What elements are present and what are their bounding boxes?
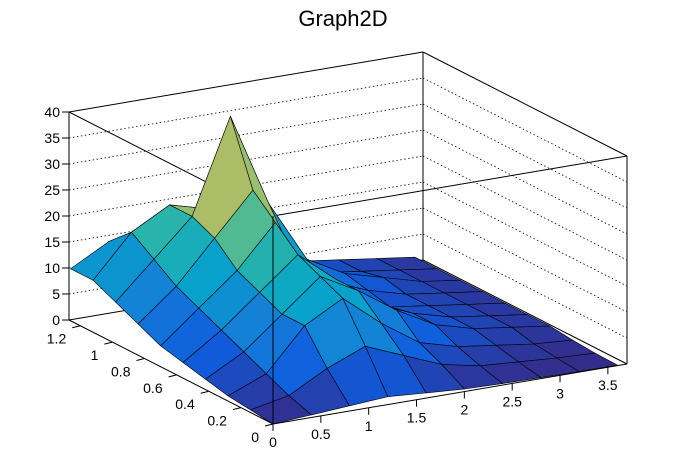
front-frame xyxy=(68,112,628,425)
y-tick-label: 0.4 xyxy=(175,396,195,412)
y-tick-label: 0.6 xyxy=(143,380,163,396)
y-tick-label: 1 xyxy=(91,347,99,363)
y-tick-mark xyxy=(200,390,209,394)
z-tick-label: 15 xyxy=(44,234,60,250)
x-tick-label: 3 xyxy=(556,385,564,401)
top-back-edge xyxy=(68,51,424,113)
chart-title: Graph2D xyxy=(298,6,387,31)
y-tick-label: 0 xyxy=(251,429,259,445)
y-axis-line xyxy=(68,319,274,425)
top-right-edge xyxy=(422,51,628,157)
x-tick-label: 0.5 xyxy=(311,426,331,442)
y-tick-label: 1.2 xyxy=(47,331,67,347)
x-axis-ticks: 0 0.5 1 1.5 2 2.5 3 3.5 xyxy=(269,367,618,450)
surface-cell xyxy=(249,395,312,425)
y-tick-mark xyxy=(104,341,113,345)
y-tick-label: 0.8 xyxy=(111,363,131,379)
x-tick-label: 1 xyxy=(365,418,373,434)
z-axis-ticks: 0 5 10 15 20 25 30 35 40 xyxy=(44,104,69,328)
x-tick-label: 1.5 xyxy=(407,410,427,426)
y-tick-mark xyxy=(72,325,81,329)
z-tick-label: 30 xyxy=(44,156,60,172)
z-tick-label: 10 xyxy=(44,260,60,276)
x-tick-label: 2 xyxy=(460,402,468,418)
x-axis-line xyxy=(272,363,628,425)
z-gridline-right xyxy=(422,155,628,261)
y-tick-mark xyxy=(168,374,177,378)
z-tick-label: 0 xyxy=(52,312,60,328)
z-gridline-right xyxy=(422,129,628,235)
x-tick-label: 0 xyxy=(269,434,277,450)
y-axis-ticks: 0 0.2 0.4 0.6 0.8 1 1.2 xyxy=(47,325,274,445)
y-tick-mark xyxy=(136,358,145,361)
z-tick-label: 25 xyxy=(44,182,60,198)
top-front-edge xyxy=(272,155,628,217)
x-tick-label: 2.5 xyxy=(502,393,522,409)
z-gridline-right xyxy=(422,181,628,287)
back-frame xyxy=(68,51,628,365)
y-tick-mark xyxy=(232,407,241,411)
z-tick-label: 5 xyxy=(52,286,60,302)
x-tick-label: 3.5 xyxy=(598,377,618,393)
z-tick-label: 35 xyxy=(44,130,60,146)
z-gridline-right xyxy=(422,77,628,183)
z-gridline-right xyxy=(422,103,628,209)
y-tick-mark xyxy=(264,423,274,427)
z-gridline-back xyxy=(68,77,424,139)
z-tick-label: 40 xyxy=(44,104,60,120)
y-tick-label: 0.2 xyxy=(207,413,227,429)
surface-mesh xyxy=(70,115,619,425)
floor-right-edge xyxy=(422,259,628,365)
z-tick-label: 20 xyxy=(44,208,60,224)
